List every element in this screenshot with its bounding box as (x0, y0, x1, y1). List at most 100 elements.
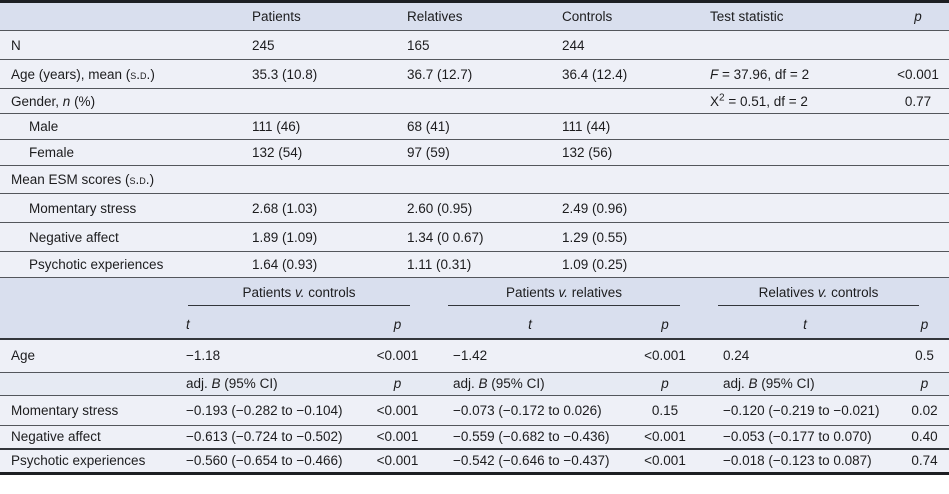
cell-p-patients-controls: <0.001 (376, 348, 419, 364)
row-momentary-stress: Momentary stress 2.68 (1.03) 2.60 (0.95)… (0, 193, 949, 223)
cell-test-statistic (698, 223, 887, 252)
subheader-t: t (180, 311, 355, 339)
cell-b-patients-relatives: −0.542 (−0.646 to −0.437) (453, 453, 610, 469)
cell-controls: 36.4 (12.4) (562, 66, 628, 82)
cell-controls: 1.29 (0.55) (562, 229, 628, 245)
group-header-label: Patients v. relatives (448, 285, 680, 306)
cell-patients (240, 166, 395, 194)
cell-relatives (395, 166, 550, 194)
cell-test-statistic (698, 194, 887, 223)
cell-p-patients-relatives: <0.001 (644, 453, 686, 469)
cell-b-patients-controls: −0.560 (−0.654 to −0.466) (186, 453, 343, 469)
cell-b-patients-controls: −0.193 (−0.282 to −0.104) (186, 402, 343, 418)
cell-relatives: 97 (59) (407, 145, 450, 160)
cell-patients: 35.3 (10.8) (252, 66, 318, 82)
cell-relatives: 1.34 (0 0.67) (407, 229, 484, 245)
row-momentary-stress-comparison: Momentary stress −0.193 (−0.282 to −0.10… (0, 395, 949, 425)
cell-relatives: 36.7 (12.7) (407, 66, 473, 82)
cell-controls: 111 (44) (562, 119, 611, 134)
subheader-p: p (355, 311, 440, 339)
group-header-label: Patients v. controls (188, 285, 410, 306)
cell-b-relatives-controls: −0.053 (−0.177 to 0.070) (723, 429, 872, 445)
cell-relatives: 68 (41) (407, 119, 450, 134)
cell-test-statistic (698, 114, 887, 140)
adj-b-subheader-row: adj. B (95% CI) p adj. B (95% CI) p adj.… (0, 372, 949, 395)
cell-test-statistic (698, 31, 887, 60)
cell-test-statistic: F = 37.96, df = 2 (710, 66, 810, 82)
column-header-patients: Patients (252, 9, 301, 24)
cell-p (887, 252, 949, 278)
cell-patients: 2.68 (1.03) (252, 200, 318, 216)
subheader-p: p (900, 372, 949, 395)
cell-p: <0.001 (897, 66, 939, 82)
cell-p-patients-relatives: 0.15 (651, 402, 679, 418)
cell-t-relatives-controls: 0.24 (723, 348, 750, 364)
column-header-test-statistic: Test statistic (710, 9, 784, 24)
cell-controls: 244 (562, 37, 585, 53)
row-female: Female 132 (54) 97 (59) 132 (56) (0, 139, 949, 166)
subheader-adj-b: adj. B (95% CI) (710, 372, 900, 395)
row-negative-affect: Negative affect 1.89 (1.09) 1.34 (0 0.67… (0, 222, 949, 252)
cell-p-patients-relatives: <0.001 (644, 348, 686, 364)
subheader-adj-b: adj. B (95% CI) (180, 372, 355, 395)
cell-relatives: 2.60 (0.95) (407, 200, 473, 216)
demographics-header-row: Patients Relatives Controls Test statist… (0, 1, 949, 31)
cell-controls: 1.09 (0.25) (562, 257, 628, 272)
row-label: Male (29, 119, 59, 134)
cell-relatives: 165 (407, 37, 430, 53)
cell-controls (550, 166, 698, 194)
cell-p-patients-controls: <0.001 (376, 429, 419, 445)
column-header-relatives: Relatives (407, 9, 463, 24)
header-empty-cell (0, 2, 240, 31)
column-header-p: p (914, 9, 922, 24)
subheader-p: p (900, 311, 949, 339)
header-empty-cell (0, 311, 180, 339)
cell-p (887, 166, 949, 194)
cell-relatives (395, 89, 550, 114)
row-label: N (11, 37, 21, 53)
cell-controls: 132 (56) (562, 145, 613, 160)
row-label: Negative affect (29, 229, 119, 245)
comparisons-table: Patients v. controls Patients v. relativ… (0, 278, 949, 475)
row-gender: Gender, n (%) X2 = 0.51, df = 2 0.77 (0, 88, 949, 114)
cell-p-relatives-controls: 0.40 (911, 429, 938, 445)
cell-b-patients-controls: −0.613 (−0.724 to −0.502) (186, 429, 343, 445)
row-label: Psychotic experiences (29, 257, 164, 272)
subheader-t: t (710, 311, 900, 339)
header-empty-cell (0, 278, 180, 311)
row-negative-affect-comparison: Negative affect −0.613 (−0.724 to −0.502… (0, 425, 949, 449)
row-age-comparison: Age −1.18 <0.001 −1.42 <0.001 0.24 0.5 (0, 339, 949, 372)
cell-p-relatives-controls: 0.74 (911, 453, 938, 469)
cell-p-patients-controls: <0.001 (376, 453, 419, 469)
row-label: Momentary stress (29, 200, 137, 216)
cell-patients: 132 (54) (252, 145, 303, 160)
row-label: Mean ESM scores (s.d.) (11, 172, 155, 187)
row-mean-esm-scores: Mean ESM scores (s.d.) (0, 165, 949, 194)
row-psychotic-experiences: Psychotic experiences 1.64 (0.93) 1.11 (… (0, 251, 949, 278)
demographics-table: Patients Relatives Controls Test statist… (0, 0, 949, 278)
cell-p-relatives-controls: 0.5 (915, 348, 934, 364)
cell-test-statistic (698, 140, 887, 166)
cell-p: 0.77 (904, 93, 932, 109)
group-header-label: Relatives v. controls (718, 285, 919, 306)
cell-p (887, 140, 949, 166)
row-label: Negative affect (11, 429, 101, 445)
row-age: Age (years), mean (s.d.) 35.3 (10.8) 36.… (0, 59, 949, 89)
cell-p (887, 194, 949, 223)
subheader-p: p (620, 372, 710, 395)
cell-patients: 245 (252, 37, 275, 53)
group-header-patients-v-relatives: Patients v. relatives (440, 278, 710, 311)
row-label: Age (11, 348, 36, 364)
subheader-t: t (440, 311, 620, 339)
cell-relatives: 1.11 (0.31) (407, 257, 472, 272)
cell-t-patients-relatives: −1.42 (453, 348, 488, 364)
cell-p (887, 31, 949, 60)
cell-controls (550, 89, 698, 114)
cell-patients: 1.64 (0.93) (252, 257, 318, 272)
header-empty-cell (0, 372, 180, 395)
cell-t-patients-controls: −1.18 (186, 348, 221, 364)
row-label: Female (29, 145, 75, 160)
group-header-relatives-v-controls: Relatives v. controls (710, 278, 949, 311)
comparison-groups-header-row: Patients v. controls Patients v. relativ… (0, 278, 949, 311)
